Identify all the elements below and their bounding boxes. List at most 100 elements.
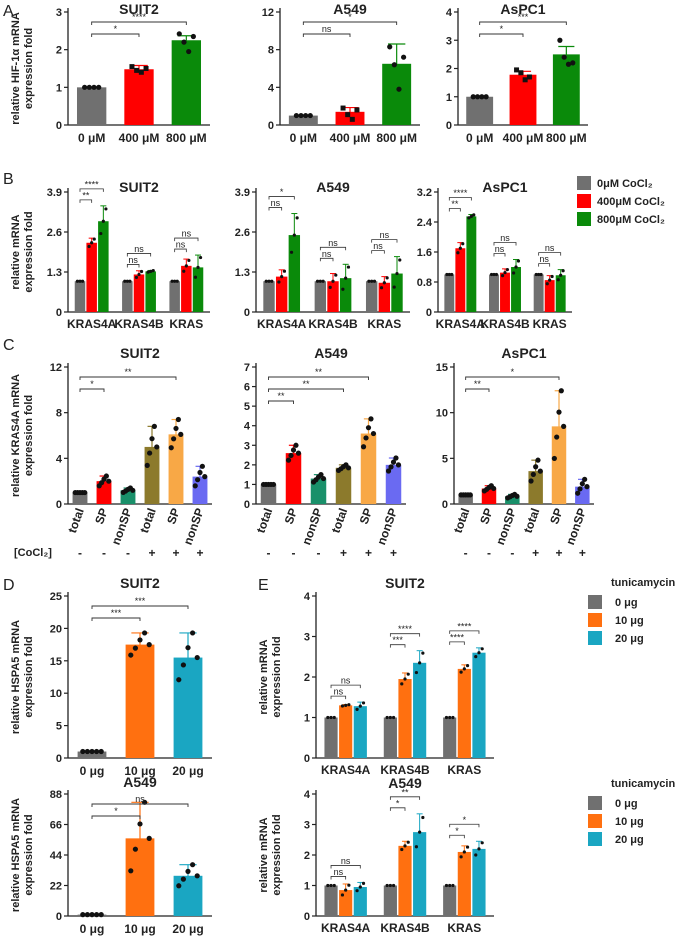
data-point (332, 715, 336, 720)
data-point (293, 112, 299, 119)
chart-title: AsPC1 (501, 345, 546, 361)
x-tick-label: KRAS (447, 921, 481, 935)
data-point (370, 279, 374, 283)
chart-d2: A549 relative HSPA5 mRNAexpression fold 0 2… (10, 774, 212, 936)
chart-title: SUIT2 (119, 1, 159, 17)
data-point (175, 416, 181, 423)
x-tick-label: total (137, 506, 159, 535)
legend-swatch-0ug-e1 (588, 595, 602, 609)
cocl2-sign: + (555, 546, 562, 560)
significance-label: ns (341, 856, 351, 866)
bar (353, 706, 367, 758)
chart-c1: SUIT2 relative KRAS4A mRNAexpression fold… (10, 345, 212, 560)
significance-bracket (268, 207, 283, 211)
data-point (451, 883, 455, 888)
y-tick-label: 0 (304, 753, 310, 765)
chart-title: AsPC1 (500, 1, 545, 17)
bar (505, 496, 520, 504)
data-point (92, 237, 96, 241)
data-point (514, 265, 518, 269)
data-point (385, 883, 389, 888)
bar (125, 644, 155, 758)
data-point (293, 442, 299, 448)
data-point (137, 272, 141, 277)
data-point (418, 830, 422, 834)
bar (72, 492, 88, 504)
y-tick-label: 0.8 (417, 277, 432, 289)
bar (86, 242, 97, 312)
data-point (146, 642, 152, 648)
data-point (298, 112, 304, 119)
x-tick-label: 20 μg (172, 764, 203, 778)
data-point (137, 821, 143, 827)
data-point (530, 471, 536, 478)
bar (339, 278, 352, 312)
data-point (361, 701, 366, 705)
y-tick-label: 5 (244, 401, 250, 413)
x-tick-label: total (451, 506, 473, 535)
data-point (403, 844, 407, 848)
y-tick-label: 6 (244, 382, 250, 394)
y-tick-label: 5 (442, 453, 448, 465)
cocl2-sign: - (78, 546, 82, 560)
chart-title: SUIT2 (120, 575, 160, 591)
data-point (318, 279, 322, 283)
data-point (418, 661, 422, 665)
y-tick-label: 5 (56, 721, 62, 733)
x-tick-label: KRAS4B (114, 317, 164, 331)
data-point (565, 61, 572, 67)
x-tick-label: KRAS4A (321, 921, 371, 935)
data-point (147, 450, 153, 456)
y-tick-label: 4 (304, 789, 311, 801)
significance-bracket (126, 264, 140, 268)
data-point (89, 912, 95, 918)
data-point (146, 270, 150, 274)
y-tick-label: 1.3 (235, 267, 250, 279)
bar (324, 885, 338, 916)
y-tick-label: 1 (304, 713, 310, 725)
y-axis-label: relative mRNAexpression fold (10, 211, 35, 292)
data-point (561, 54, 567, 60)
cocl2-sign: + (390, 546, 397, 560)
chart-d1: SUIT2 relative HSPA5 mRNAexpression fold 0… (10, 575, 212, 778)
x-tick-label: 800 μM (546, 131, 587, 145)
significance-label: ns (545, 243, 555, 253)
chart-title: AsPC1 (482, 179, 527, 195)
bar (472, 652, 486, 758)
data-point (194, 873, 200, 879)
x-tick-label: total (328, 506, 350, 535)
significance-label: ns (322, 24, 332, 34)
bar (285, 453, 302, 504)
y-tick-label: 2 (56, 45, 62, 57)
data-point (556, 409, 562, 415)
significance-bracket (79, 376, 177, 380)
data-point (445, 272, 449, 277)
bar (383, 885, 397, 916)
data-point (285, 457, 292, 463)
data-point (545, 282, 549, 286)
significance-label: **** (398, 624, 413, 634)
cocl2-sign: - (292, 546, 296, 560)
data-point (557, 37, 563, 43)
data-point (363, 435, 369, 441)
data-point (197, 469, 203, 476)
y-tick-label: 1 (244, 479, 250, 491)
data-point (396, 86, 402, 92)
data-point (144, 462, 150, 469)
significance-label: ns (176, 240, 186, 250)
y-tick-label: 22 (50, 881, 62, 893)
bar (551, 426, 567, 504)
data-point (474, 654, 478, 659)
y-tick-label: 88 (50, 789, 62, 801)
data-point (137, 637, 143, 643)
x-tick-label: SP (282, 506, 301, 526)
data-point (181, 39, 187, 45)
bar (314, 281, 327, 312)
data-point (345, 465, 352, 471)
data-point (534, 272, 538, 277)
significance-bracket (91, 33, 140, 37)
bar (124, 69, 154, 125)
bar (192, 476, 208, 504)
data-point (91, 84, 97, 90)
legend-tunicamycin-e2: tunicamycin 0 μg 10 μg 20 μg (588, 778, 675, 846)
